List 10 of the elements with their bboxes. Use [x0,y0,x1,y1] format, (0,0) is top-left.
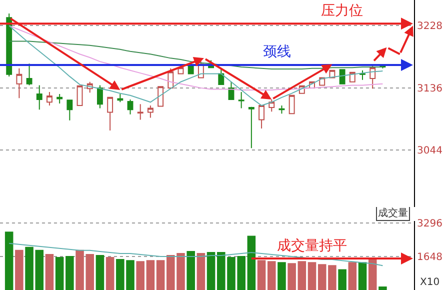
y-tick-label: 3044 [417,146,442,157]
text: 成交量 [378,207,408,219]
y-tick-label: 3296 [417,218,442,230]
ref-line-label: 压力位 [321,3,363,19]
ref-line-label: 成交量持平 [277,238,347,254]
y-tick-label: 3228 [417,21,442,32]
y-tick-label: 3136 [417,83,442,94]
ref-line-label: 颈线 [263,44,291,60]
y-tick-label: 1648 [417,252,442,264]
text: X10 [420,277,440,288]
